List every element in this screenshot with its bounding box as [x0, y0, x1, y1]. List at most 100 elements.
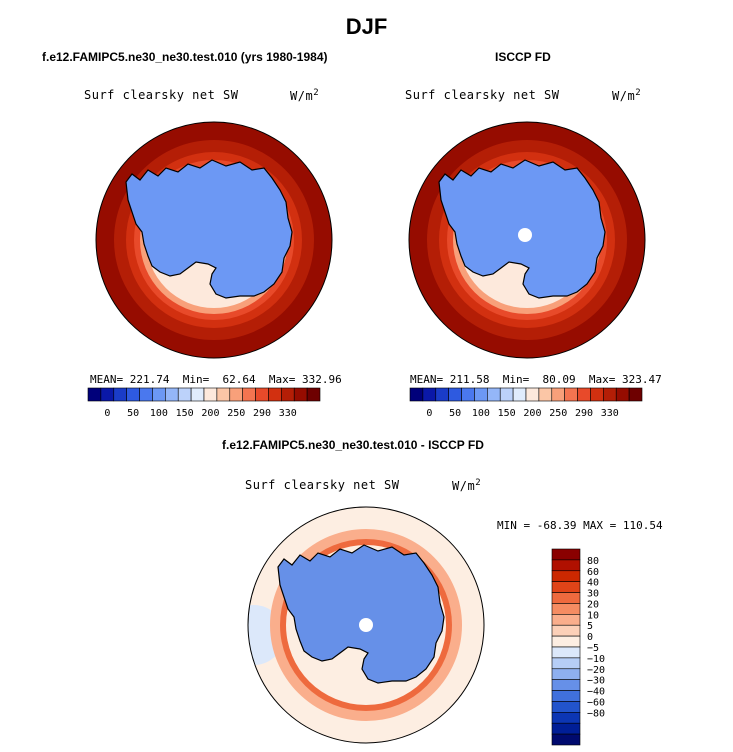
map-border: [247, 506, 485, 744]
variable-label-diff: Surf clearsky net SW: [245, 478, 400, 492]
obs-colorbar-box: [628, 387, 643, 402]
diff-colorbar-box: [551, 603, 581, 615]
diff-colorbar-box: [551, 657, 581, 670]
units-label-obs: W/m2: [612, 88, 641, 103]
model-colorbar-tick-label: 200: [201, 408, 219, 419]
diff-colorbar-box: [551, 614, 581, 626]
min-label: Min=: [182, 373, 210, 386]
model-colorbar-tick-label: 0: [104, 408, 110, 419]
obs-colorbar-box: [448, 387, 462, 402]
diff-colorbar-box: [551, 668, 581, 680]
units-exponent: 2: [313, 88, 320, 98]
diff-colorbar-tick-label: −5: [587, 643, 599, 654]
obs-colorbar-box: [461, 387, 475, 402]
max-label: Max=: [588, 373, 616, 386]
obs-colorbar-box: [538, 387, 553, 402]
model-colorbar-box: [113, 387, 127, 402]
model-colorbar-box: [229, 387, 243, 402]
model-colorbar-box: [203, 387, 218, 402]
map-field: [96, 122, 332, 358]
diff-colorbar-tick-label: −10: [587, 654, 605, 665]
diff-colorbar-tick-label: 20: [587, 599, 599, 610]
diff-colorbar-tick-label: −20: [587, 665, 605, 676]
diff-colorbar-tick-label: −30: [587, 676, 605, 687]
model-colorbar-box: [165, 387, 179, 402]
model-colorbar-box: [152, 387, 166, 402]
obs-colorbar-box: [615, 387, 630, 402]
diff-colorbar-box: [551, 690, 581, 702]
model-colorbar-box: [293, 387, 308, 402]
min-value: 80.09: [542, 373, 576, 386]
model-colorbar-tick-label: 100: [150, 408, 168, 419]
diff-colorbar-box: [551, 581, 581, 593]
units-label-diff: W/m2: [452, 478, 481, 493]
diff-colorbar-box: [551, 701, 581, 713]
diff-colorbar-tick-label: −80: [587, 708, 605, 719]
mean-label: MEAN=: [90, 373, 124, 386]
diff-colorbar-box: [551, 679, 581, 691]
units-base: W/m: [612, 89, 636, 103]
model-colorbar-tick-label: 250: [227, 408, 245, 419]
min-label: Min=: [502, 373, 530, 386]
model-colorbar-box: [100, 387, 115, 402]
diff-colorbar-box: [551, 570, 581, 582]
pole-hole: [518, 228, 532, 242]
panel-title-diff: f.e12.FAMIPC5.ne30_ne30.test.010 - ISCCP…: [222, 438, 484, 452]
obs-colorbar-box: [499, 387, 514, 402]
mean-value: 221.74: [129, 373, 170, 386]
model-colorbar-tick-label: 50: [127, 408, 139, 419]
diff-minmax-text: MIN = -68.39 MAX = 110.54: [497, 519, 663, 532]
model-colorbar-box: [87, 387, 102, 402]
model-colorbar-box: [306, 387, 321, 402]
map-field: [248, 507, 484, 743]
units-exponent: 2: [475, 478, 482, 488]
mean-label: MEAN=: [410, 373, 444, 386]
obs-colorbar-tick-label: 290: [575, 408, 593, 419]
model-colorbar-tick-label: 330: [279, 408, 297, 419]
obs-colorbar-box: [487, 387, 501, 402]
obs-colorbar-tick-label: 150: [498, 408, 516, 419]
variable-label-obs: Surf clearsky net SW: [405, 88, 560, 102]
units-base: W/m: [452, 479, 476, 493]
model-colorbar-box: [177, 387, 192, 402]
diff-colorbar-box: [551, 712, 581, 724]
diff-colorbar-box: [551, 592, 581, 604]
model-colorbar-box: [281, 387, 295, 402]
model-colorbar-box: [268, 387, 282, 402]
pole-hole: [359, 618, 373, 632]
diff-colorbar-box: [551, 548, 581, 561]
obs-colorbar-box: [551, 387, 565, 402]
diff-colorbar-tick-label: −60: [587, 697, 605, 708]
model-stats: MEAN= 221.74 Min= 62.64 Max= 332.96: [90, 373, 342, 386]
obs-colorbar-tick-label: 200: [523, 408, 541, 419]
panel-title-model: f.e12.FAMIPC5.ne30_ne30.test.010 (yrs 19…: [42, 50, 328, 64]
obs-colorbar-box: [564, 387, 578, 402]
obs-colorbar-box: [474, 387, 488, 402]
field-patch: [248, 605, 284, 665]
diff-colorbar-tick-label: 0: [587, 632, 593, 643]
diff-colorbar-tick-label: 5: [587, 621, 593, 632]
obs-colorbar-tick-label: 50: [449, 408, 461, 419]
map-border: [95, 121, 333, 359]
model-colorbar-box: [139, 387, 153, 402]
diff-colorbar-box: [551, 722, 581, 735]
diff-colorbar-tick-label: 10: [587, 610, 599, 621]
diff-colorbar-tick-label: −40: [587, 687, 605, 698]
panel-title-obs: ISCCP FD: [495, 50, 551, 64]
model-colorbar-tick-label: 150: [176, 408, 194, 419]
mean-value: 211.58: [449, 373, 490, 386]
obs-colorbar-tick-label: 330: [601, 408, 619, 419]
model-colorbar-box: [190, 387, 205, 402]
model-colorbar-box: [216, 387, 231, 402]
diff-colorbar-tick-label: 30: [587, 589, 599, 600]
obs-colorbar-box: [422, 387, 437, 402]
model-colorbar-box: [126, 387, 140, 402]
obs-stats: MEAN= 211.58 Min= 80.09 Max= 323.47: [410, 373, 662, 386]
obs-colorbar-box: [435, 387, 449, 402]
units-label-model: W/m2: [290, 88, 319, 103]
obs-colorbar-tick-label: 100: [472, 408, 490, 419]
diff-colorbar-box: [551, 733, 581, 746]
obs-colorbar-box: [525, 387, 540, 402]
obs-colorbar-tick-label: 250: [549, 408, 567, 419]
max-value: 323.47: [622, 373, 662, 386]
